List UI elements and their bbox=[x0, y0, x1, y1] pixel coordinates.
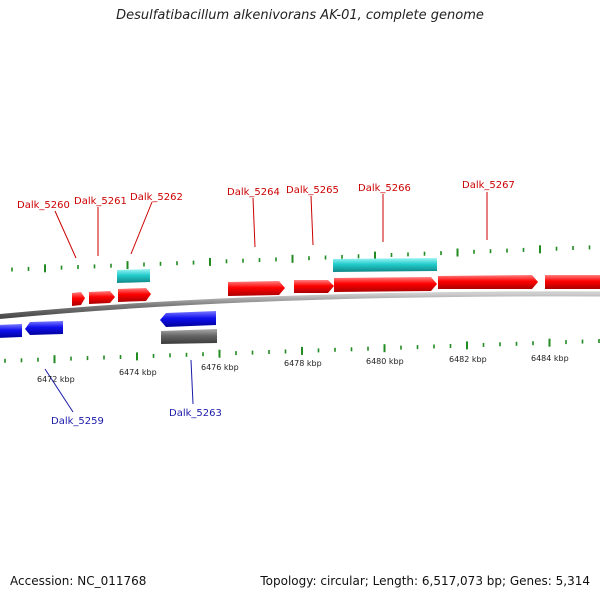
gene-reverse-5259[interactable] bbox=[25, 321, 63, 335]
gene-forward-next[interactable] bbox=[545, 275, 600, 289]
leader-5259 bbox=[44, 368, 74, 413]
gene-label-5261[interactable]: Dalk_5261 bbox=[74, 196, 127, 207]
map-title: Desulfatibacillum alkenivorans AK-01, co… bbox=[116, 8, 484, 23]
topology-text: Topology: circular; Length: 6,517,073 bp… bbox=[260, 574, 590, 588]
scale-label-6474: 6474 kbp bbox=[119, 368, 157, 377]
leader-5264 bbox=[252, 197, 256, 248]
leader-5265 bbox=[310, 195, 314, 246]
gene-label-5262[interactable]: Dalk_5262 bbox=[130, 192, 183, 203]
scale-label-6478: 6478 kbp bbox=[284, 359, 322, 368]
leader-5263 bbox=[190, 359, 194, 405]
scale-ticks-top bbox=[11, 245, 591, 273]
gene-forward-5267[interactable] bbox=[438, 275, 538, 289]
gene-forward-5262[interactable] bbox=[118, 288, 151, 302]
label-leaders bbox=[44, 192, 488, 413]
genome-backbone bbox=[0, 291, 600, 320]
scale-label-6476: 6476 kbp bbox=[201, 363, 239, 372]
gene-forward-5266[interactable] bbox=[334, 277, 437, 292]
gene-forward-5264[interactable] bbox=[228, 281, 285, 296]
gene-forward-5261[interactable] bbox=[89, 291, 115, 304]
leader-5262 bbox=[130, 201, 153, 255]
gene-pseudo[interactable] bbox=[161, 329, 217, 344]
gene-forward-5260[interactable] bbox=[72, 292, 85, 306]
scale-ticks-bottom bbox=[4, 338, 600, 364]
gene-label-5265[interactable]: Dalk_5265 bbox=[286, 185, 339, 196]
gene-rna-b[interactable] bbox=[333, 258, 437, 272]
gene-forward-5265[interactable] bbox=[294, 280, 334, 293]
gene-label-5266[interactable]: Dalk_5266 bbox=[358, 183, 411, 194]
gene-rna-a[interactable] bbox=[117, 269, 150, 283]
scale-label-6482: 6482 kbp bbox=[449, 355, 487, 364]
gene-label-5259[interactable]: Dalk_5259 bbox=[51, 416, 104, 427]
gene-label-5267[interactable]: Dalk_5267 bbox=[462, 180, 515, 191]
scale-label-6472: 6472 kbp bbox=[37, 375, 75, 384]
leader-5260 bbox=[54, 210, 77, 259]
accession-text: Accession: NC_011768 bbox=[10, 574, 147, 588]
gene-reverse-a[interactable] bbox=[0, 324, 22, 338]
gene-label-5264[interactable]: Dalk_5264 bbox=[227, 187, 280, 198]
gene-reverse-5263[interactable] bbox=[160, 311, 216, 327]
scale-label-6484: 6484 kbp bbox=[531, 354, 569, 363]
gene-label-5263[interactable]: Dalk_5263 bbox=[169, 408, 222, 419]
scale-label-6480: 6480 kbp bbox=[366, 357, 404, 366]
gene-label-5260[interactable]: Dalk_5260 bbox=[17, 200, 70, 211]
